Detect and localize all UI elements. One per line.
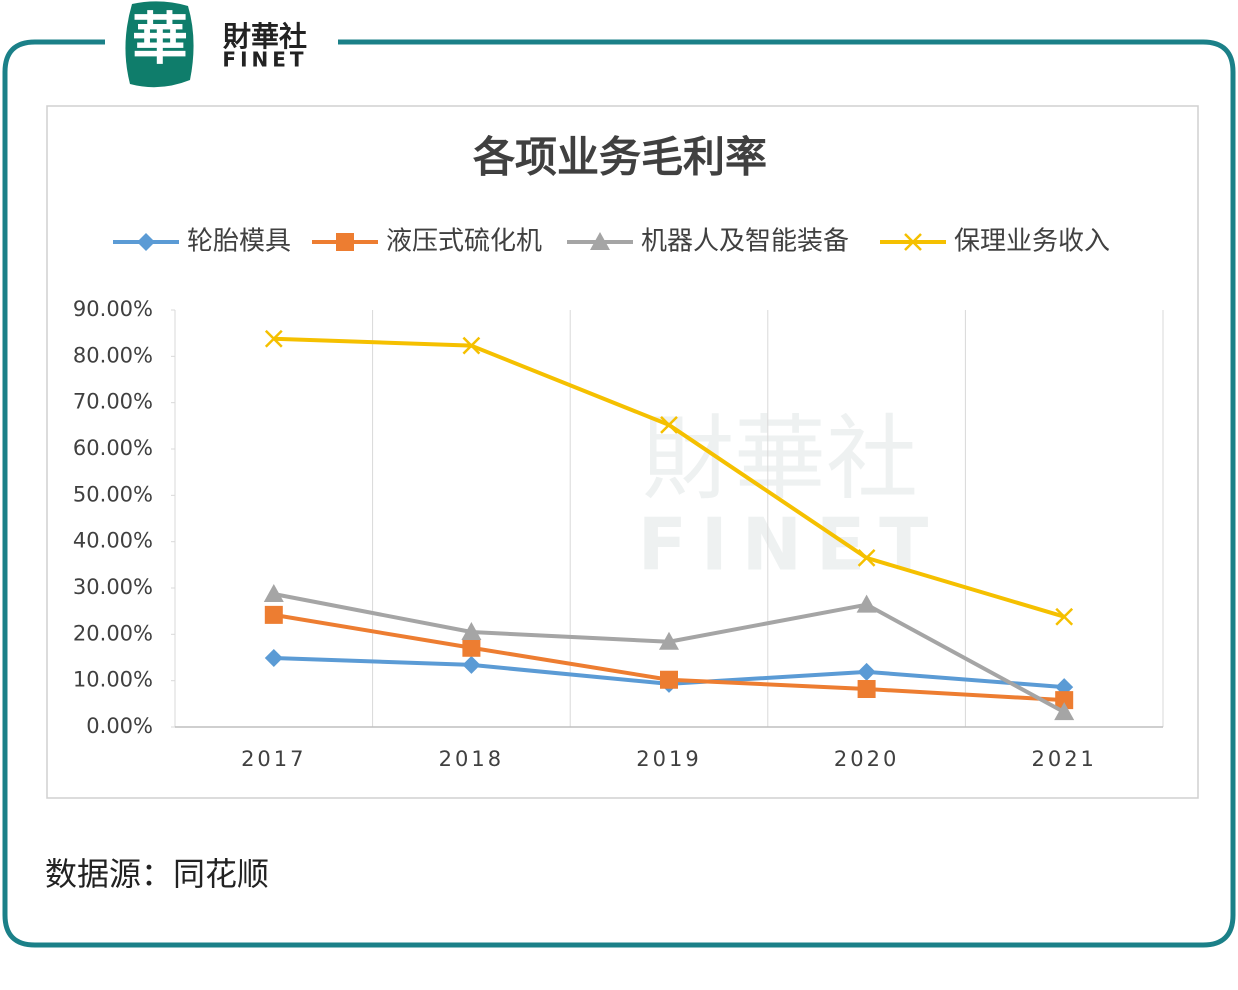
data-point xyxy=(264,605,283,624)
x-tick-label: 2020 xyxy=(834,747,899,771)
data-point xyxy=(660,670,678,689)
y-tick-label: 70.00% xyxy=(73,390,153,414)
x-tick-label: 2019 xyxy=(636,747,701,771)
y-tick-label: 0.00% xyxy=(86,714,153,738)
x-tick-label: 2018 xyxy=(439,747,504,771)
chart-area xyxy=(46,105,1199,799)
legend-label: 轮胎模具 xyxy=(187,227,291,257)
data-point xyxy=(462,655,481,674)
data-point xyxy=(1055,691,1074,710)
data-point xyxy=(857,548,876,567)
data-point xyxy=(1054,702,1075,721)
data-point xyxy=(462,336,481,355)
y-tick-label: 50.00% xyxy=(73,482,153,506)
legend-label: 机器人及智能装备 xyxy=(641,227,849,257)
data-point xyxy=(264,329,283,348)
brand-name-en: FINET xyxy=(222,48,307,72)
source-note: 数据源：同花顺 xyxy=(45,855,269,893)
data-point xyxy=(856,594,877,613)
data-point xyxy=(263,584,284,603)
legend-marker xyxy=(336,233,354,251)
legend-label: 保理业务收入 xyxy=(954,227,1110,257)
data-point xyxy=(659,631,679,650)
data-point xyxy=(462,638,481,657)
brand-name: 財華社 xyxy=(223,20,307,53)
watermark-en: FINET xyxy=(638,503,943,587)
logo-char: 華 xyxy=(132,7,188,73)
data-point xyxy=(1055,607,1074,626)
y-tick-label: 80.00% xyxy=(73,343,153,367)
logo-badge xyxy=(125,1,194,88)
data-point xyxy=(264,648,283,667)
x-tick-label: 2021 xyxy=(1031,747,1096,771)
data-point xyxy=(660,416,678,434)
y-tick-label: 60.00% xyxy=(73,436,153,460)
legend-marker xyxy=(904,233,922,251)
x-tick-label: 2017 xyxy=(241,747,306,771)
frame xyxy=(2,39,1236,948)
legend-label: 液压式硫化机 xyxy=(386,227,542,257)
watermark: 財華社 xyxy=(642,405,918,512)
y-tick-label: 40.00% xyxy=(73,529,153,553)
y-tick-label: 20.00% xyxy=(73,621,153,645)
chart-title: 各项业务毛利率 xyxy=(473,133,767,182)
y-tick-label: 30.00% xyxy=(73,575,153,599)
y-tick-label: 10.00% xyxy=(73,668,153,692)
y-tick-label: 90.00% xyxy=(73,297,153,321)
data-point xyxy=(857,662,876,681)
data-point xyxy=(857,680,876,699)
data-point xyxy=(461,622,482,641)
legend-marker xyxy=(137,233,155,251)
legend-marker xyxy=(590,232,610,250)
